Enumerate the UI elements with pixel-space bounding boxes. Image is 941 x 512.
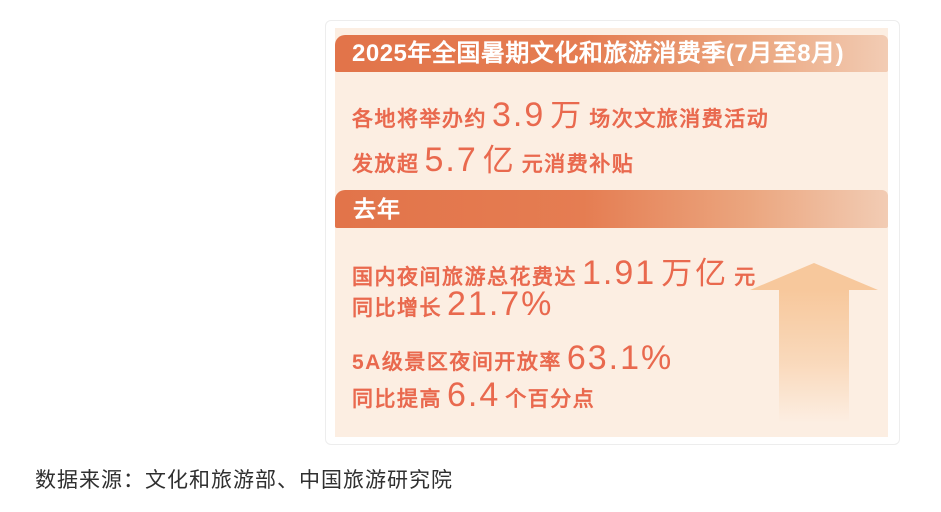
up-arrow-shaft <box>779 290 849 423</box>
stat-post: 元消费补贴 <box>521 153 635 176</box>
stat-value: 21.7% <box>447 285 554 323</box>
stat-line-yoy-growth: 同比增长 21.7% <box>352 285 558 324</box>
stat-value: 1.91 <box>582 254 657 292</box>
stat-pre: 发放超 <box>352 153 420 176</box>
stat-pre: 同比提高 <box>352 388 442 411</box>
header-banner: 2025年全国暑期文化和旅游消费季(7月至8月) <box>335 35 888 72</box>
stat-line-subsidy: 发放超 5.7 亿元消费补贴 <box>352 135 634 180</box>
stat-post: 个百分点 <box>505 388 596 411</box>
stat-pre: 同比增长 <box>352 297 442 320</box>
stat-pre: 5A级景区夜间开放率 <box>352 351 562 374</box>
data-source-label: 数据来源：文化和旅游部、中国旅游研究院 <box>35 469 453 492</box>
up-arrow-head <box>750 263 878 290</box>
stat-pre: 国内夜间旅游总花费达 <box>352 266 577 289</box>
stat-unit: 万 <box>550 98 585 133</box>
stat-pre: 各地将举办约 <box>352 108 487 131</box>
stat-line-open-rate: 5A级景区夜间开放率 63.1% <box>352 339 678 378</box>
stat-value: 3.9 <box>492 96 546 134</box>
header-title: 2025年全国暑期文化和旅游消费季(7月至8月) <box>352 40 845 67</box>
up-arrow-icon <box>750 263 878 423</box>
stat-post: 元 <box>734 266 757 289</box>
stat-line-activities: 各地将举办约 3.9 万场次文旅消费活动 <box>352 90 769 135</box>
stat-post: 场次文旅消费活动 <box>589 108 770 131</box>
stat-value: 5.7 <box>424 141 478 179</box>
infographic-card: 2025年全国暑期文化和旅游消费季(7月至8月) 各地将举办约 3.9 万场次文旅消… <box>335 28 888 437</box>
stat-line-night-spend: 国内夜间旅游总花费达 1.91 万亿元 <box>352 248 757 293</box>
stat-value: 6.4 <box>447 376 501 414</box>
last-year-label: 去年 <box>353 196 401 222</box>
stat-unit: 万亿 <box>661 256 730 291</box>
last-year-banner: 去年 <box>335 190 888 228</box>
stat-value: 63.1% <box>566 339 674 377</box>
stat-unit: 亿 <box>482 143 517 178</box>
stat-line-yoy-points: 同比提高 6.4 个百分点 <box>352 376 595 415</box>
